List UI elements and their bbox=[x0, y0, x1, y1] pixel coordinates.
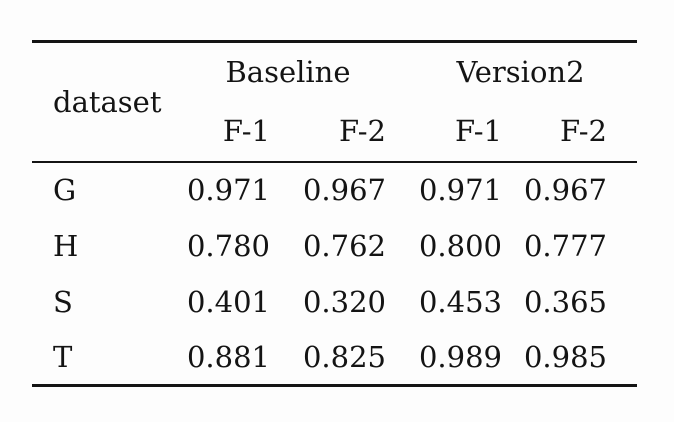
metric-header-row: F-1 F-2 F-1 F-2 bbox=[32, 101, 638, 163]
row-label: S bbox=[53, 284, 73, 319]
cell-value: 0.985 bbox=[523, 339, 608, 374]
cell-value: 0.365 bbox=[523, 284, 608, 319]
results-table: dataset Baseline Version2 F-1 F-2 F-1 F-… bbox=[32, 40, 638, 387]
cell-value: 0.967 bbox=[302, 173, 387, 207]
cell-value: 0.453 bbox=[418, 284, 503, 319]
column-header-baseline-f2: F-2 bbox=[288, 101, 405, 163]
cell-value: 0.967 bbox=[523, 173, 608, 207]
cell-value: 0.780 bbox=[186, 228, 270, 263]
cell-value: 0.777 bbox=[523, 228, 608, 263]
table-row: H 0.780 0.762 0.800 0.777 bbox=[32, 218, 637, 274]
row-label: G bbox=[53, 173, 77, 207]
column-header-baseline-f1: F-1 bbox=[172, 101, 288, 163]
group-header-row: dataset Baseline Version2 bbox=[32, 41, 637, 163]
cell-value: 0.401 bbox=[186, 284, 270, 319]
group-header-baseline: Baseline bbox=[225, 55, 351, 90]
group-header-version2: Version2 bbox=[456, 55, 585, 90]
table-row: G 0.971 0.967 0.971 0.967 bbox=[32, 162, 637, 218]
column-header-version2-f2: F-2 bbox=[520, 101, 638, 163]
cell-value: 0.971 bbox=[418, 173, 503, 207]
cell-value: 0.971 bbox=[186, 173, 270, 207]
column-header-dataset: dataset bbox=[32, 41, 172, 163]
cell-value: 0.825 bbox=[302, 339, 387, 374]
column-header-version2-f1: F-1 bbox=[404, 101, 521, 163]
table-row: S 0.401 0.320 0.453 0.365 bbox=[32, 274, 637, 330]
cell-value: 0.762 bbox=[302, 228, 387, 263]
cell-value: 0.320 bbox=[302, 284, 387, 319]
table-row: T 0.881 0.825 0.989 0.985 bbox=[32, 330, 637, 386]
cell-value: 0.800 bbox=[418, 228, 503, 263]
cell-value: 0.989 bbox=[418, 339, 503, 374]
cell-value: 0.881 bbox=[186, 339, 270, 374]
row-label: T bbox=[53, 339, 73, 374]
row-label: H bbox=[53, 228, 79, 263]
